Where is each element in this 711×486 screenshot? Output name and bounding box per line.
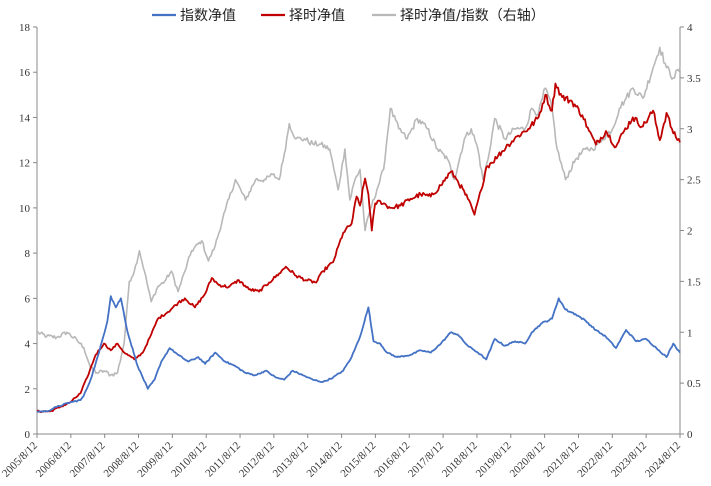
right-tick-label: 1: [687, 327, 693, 339]
left-tick-label: 16: [19, 67, 31, 79]
legend-label-1: 择时净值: [289, 8, 345, 24]
left-tick-label: 12: [19, 158, 30, 170]
plot-area: [36, 46, 681, 414]
x-tick-label: 2022/8/12: [575, 440, 615, 480]
x-tick-label: 2023/8/12: [609, 440, 649, 480]
x-axis: 2005/8/122006/8/122007/8/122008/8/122009…: [0, 433, 683, 480]
x-tick-label: 2005/8/12: [0, 440, 40, 480]
left-tick-label: 0: [25, 429, 31, 441]
legend-label-2: 择时净值/指数（右轴）: [400, 8, 545, 24]
left-tick-label: 18: [19, 22, 31, 34]
left-tick-label: 10: [19, 203, 31, 215]
x-tick-label: 2013/8/12: [271, 440, 311, 480]
x-tick-label: 2017/8/12: [406, 440, 446, 480]
right-tick-label: 2: [687, 226, 693, 238]
right-y-axis: 0 0.5 1 1.5 2 2.5 3 3.5 4: [679, 22, 701, 441]
x-tick-label: 2024/8/12: [643, 440, 683, 480]
series-line-1: [36, 82, 681, 414]
left-tick-label: 6: [25, 293, 31, 305]
x-tick-label: 2012/8/12: [237, 440, 277, 480]
series-line-2: [36, 46, 681, 377]
series-line-0: [36, 295, 681, 413]
right-tick-label: 3: [687, 124, 693, 136]
x-tick-label: 2014/8/12: [305, 440, 345, 480]
x-tick-label: 2008/8/12: [101, 440, 141, 480]
x-tick-label: 2016/8/12: [372, 440, 412, 480]
left-tick-label: 8: [25, 248, 31, 260]
x-tick-label: 2018/8/12: [440, 440, 480, 480]
x-tick-label: 2021/8/12: [541, 440, 581, 480]
x-tick-label: 2015/8/12: [338, 440, 378, 480]
x-tick-label: 2019/8/12: [474, 440, 514, 480]
x-tick-label: 2010/8/12: [169, 440, 209, 480]
x-tick-label: 2020/8/12: [508, 440, 548, 480]
right-tick-label: 0: [687, 429, 693, 441]
right-tick-label: 3.5: [687, 73, 701, 85]
x-tick-label: 2006/8/12: [34, 440, 74, 480]
x-tick-label: 2007/8/12: [68, 440, 108, 480]
x-tick-label: 2009/8/12: [135, 440, 175, 480]
legend: 指数净值 择时净值 择时净值/指数（右轴）: [152, 8, 545, 24]
right-tick-label: 4: [687, 22, 693, 34]
left-tick-label: 14: [19, 112, 31, 124]
right-tick-label: 1.5: [687, 276, 701, 288]
left-y-axis: 0 2 4 6 8 10 12 14 16 18: [19, 22, 38, 441]
right-tick-label: 0.5: [687, 378, 701, 390]
legend-label-0: 指数净值: [180, 8, 236, 24]
right-tick-label: 2.5: [687, 175, 701, 187]
left-tick-label: 2: [25, 384, 31, 396]
x-tick-label: 2011/8/12: [203, 440, 243, 480]
left-tick-label: 4: [25, 339, 31, 351]
